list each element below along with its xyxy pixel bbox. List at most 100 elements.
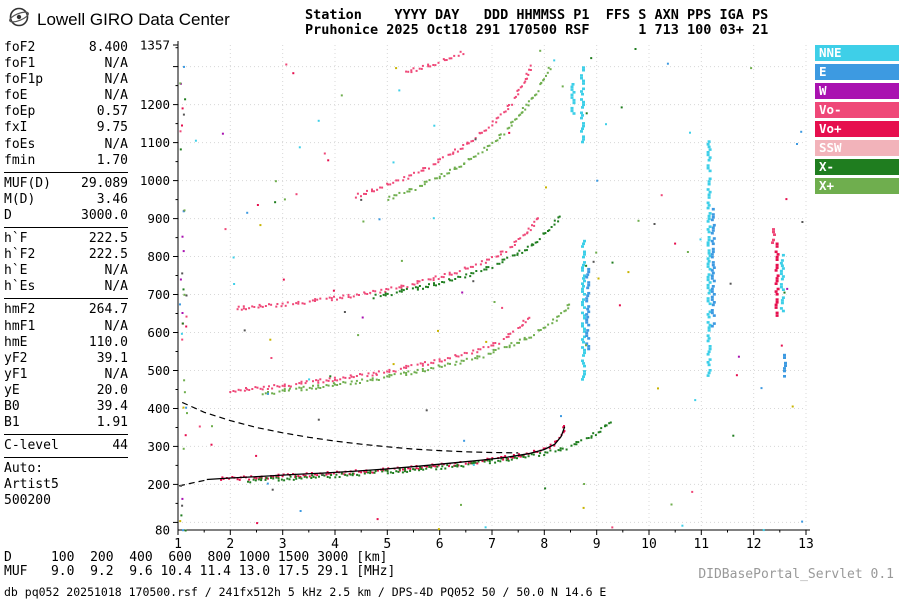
legend-item-nne: NNE — [815, 45, 899, 61]
svg-text:1100: 1100 — [140, 135, 170, 150]
svg-text:7: 7 — [488, 537, 496, 552]
parameter-row: fmin 1.70 — [4, 153, 128, 169]
station-header-values: Pruhonice 2025 Oct18 291 170500 RSF 1 71… — [305, 22, 769, 38]
parameter-label: yF1 — [4, 366, 28, 382]
svg-text:6: 6 — [436, 537, 444, 552]
giro-logo-icon — [8, 6, 30, 33]
parameter-row: hmF2 264.7 — [4, 302, 128, 318]
parameter-value: 8.400 — [88, 40, 128, 55]
svg-text:1200: 1200 — [140, 97, 170, 112]
servlet-version-label: DIDBasePortal_Servlet 0.1 — [698, 567, 894, 582]
parameter-label: hmE — [4, 334, 28, 350]
parameter-value: 222.5 — [88, 231, 128, 247]
parameter-row: foEs N/A — [4, 137, 128, 153]
legend-item-x: X- — [815, 159, 899, 175]
parameter-label: D — [4, 207, 12, 223]
parameter-label: foF1 — [4, 56, 36, 72]
parameter-label: B1 — [4, 415, 20, 431]
parameter-row: C-level 44 — [4, 438, 128, 454]
parameter-row: foEp 0.57 — [4, 104, 128, 120]
parameter-label: foF1p — [4, 72, 44, 88]
parameter-row: fxI 9.75 — [4, 120, 128, 136]
echo-direction-legend: NNE E W Vo- Vo+ SSW X- X+ — [815, 45, 899, 197]
parameter-label: hmF1 — [4, 318, 36, 334]
parameter-value: 29.089 — [81, 175, 128, 191]
parameter-row: foF1p N/A — [4, 72, 128, 88]
parameter-row: M(D) 3.46 — [4, 192, 128, 208]
parameter-label: B0 — [4, 398, 20, 414]
parameter-panel: foF2 8.400 foF1 N/A foF1p N/A foE N/A foEp 0.57 fx… — [4, 40, 128, 510]
svg-text:400: 400 — [147, 401, 170, 416]
parameter-row: D 3000.0 — [4, 208, 128, 224]
separator-line — [4, 457, 128, 459]
parameter-row: h`F 222.5 — [4, 231, 128, 247]
parameter-value: 264.7 — [88, 302, 128, 318]
parameter-row: hmF1 N/A — [4, 319, 128, 335]
parameter-label: foE — [4, 88, 28, 104]
legend-item-ssw: SSW — [815, 140, 899, 156]
parameter-value: 1.70 — [96, 152, 128, 168]
parameter-label: fxI — [4, 120, 28, 136]
parameter-value: 39.1 — [96, 350, 128, 366]
parameter-label: MUF(D) — [4, 175, 51, 191]
legend-item-vo: Vo- — [815, 102, 899, 118]
parameter-row: yF1 N/A — [4, 367, 128, 383]
parameter-row: foF1 N/A — [4, 56, 128, 72]
parameter-label: M(D) — [4, 191, 36, 207]
parameter-label: h`Es — [4, 279, 36, 295]
parameter-value: 110.0 — [88, 334, 128, 350]
svg-text:500: 500 — [147, 363, 170, 378]
muf-row: MUF 9.0 9.2 9.6 10.4 11.4 13.0 17.5 29.1… — [4, 564, 396, 579]
parameter-row: h`E N/A — [4, 263, 128, 279]
parameter-row: foE N/A — [4, 88, 128, 104]
parameter-label: hmF2 — [4, 302, 36, 318]
parameter-value: N/A — [104, 366, 128, 382]
brand: Lowell GIRO Data Center — [8, 6, 230, 33]
svg-text:700: 700 — [147, 287, 170, 302]
parameter-label: h`F2 — [4, 247, 36, 263]
parameter-value: 222.5 — [88, 247, 128, 263]
parameter-value: N/A — [104, 88, 128, 104]
parameter-value: 3.46 — [96, 191, 128, 207]
parameter-value: N/A — [104, 56, 128, 72]
parameter-row: hmE 110.0 — [4, 335, 128, 351]
svg-text:12: 12 — [746, 537, 762, 552]
svg-text:8: 8 — [540, 537, 548, 552]
parameter-row: foF2 8.400 — [4, 40, 128, 56]
parameter-value: N/A — [104, 136, 128, 152]
svg-text:800: 800 — [147, 249, 170, 264]
parameter-row: B1 1.91 — [4, 415, 128, 431]
legend-item-e: E — [815, 64, 899, 80]
parameter-value: N/A — [104, 72, 128, 88]
svg-text:2: 2 — [226, 537, 234, 552]
parameter-value: N/A — [104, 318, 128, 334]
parameter-value: 44 — [112, 438, 128, 454]
autoscaling-info-line: 500200 — [4, 493, 51, 509]
svg-text:3: 3 — [279, 537, 287, 552]
svg-text:9: 9 — [593, 537, 601, 552]
svg-text:4: 4 — [331, 537, 339, 552]
separator-line — [4, 227, 128, 229]
parameter-label: h`E — [4, 263, 28, 279]
measurement-status-line: db pq052 20251018 170500.rsf / 241fx512h… — [4, 585, 607, 599]
separator-line — [4, 434, 128, 436]
svg-text:13: 13 — [798, 537, 814, 552]
svg-text:1357: 1357 — [140, 38, 170, 53]
parameter-label: foF2 — [4, 40, 36, 55]
parameter-value: 9.75 — [96, 120, 128, 136]
parameter-value: 20.0 — [96, 382, 128, 398]
svg-text:80: 80 — [155, 523, 170, 538]
parameter-row: yE 20.0 — [4, 383, 128, 399]
brand-title: Lowell GIRO Data Center — [37, 9, 230, 29]
parameter-value: 1.91 — [96, 415, 128, 431]
parameter-row: h`Es N/A — [4, 279, 128, 295]
legend-item-x: X+ — [815, 178, 899, 194]
parameter-value: 39.4 — [96, 398, 128, 414]
svg-text:600: 600 — [147, 325, 170, 340]
separator-line — [4, 298, 128, 300]
d-distance-row: D 100 200 400 600 800 1000 1500 3000 [km… — [4, 550, 388, 565]
parameter-value: N/A — [104, 263, 128, 279]
parameter-label: foEs — [4, 136, 36, 152]
svg-text:1000: 1000 — [140, 173, 170, 188]
